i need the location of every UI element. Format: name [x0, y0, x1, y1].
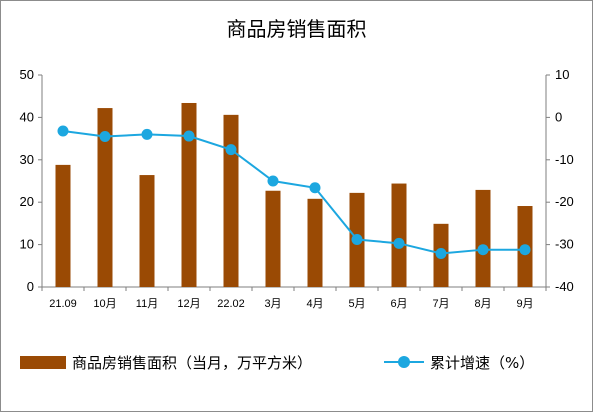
y-right-tick-label: -20 — [555, 194, 574, 209]
y-right-tick-label: -40 — [555, 279, 574, 294]
y-left-tick-label: 0 — [27, 279, 34, 294]
bar — [55, 164, 71, 287]
bar — [97, 108, 113, 288]
y-right-tick-label: -30 — [555, 237, 574, 252]
bar — [139, 175, 155, 287]
legend-bar-swatch — [20, 355, 66, 369]
legend-item-bars: 商品房销售面积（当月，万平方米） — [20, 349, 312, 375]
legend: 商品房销售面积（当月，万平方米） 累计增速（%） — [1, 349, 592, 375]
x-tick-label: 22.02 — [217, 298, 245, 310]
growth-point — [309, 182, 321, 194]
x-tick-label: 8月 — [474, 298, 491, 310]
y-right-tick-label: 10 — [555, 67, 569, 82]
y-left-tick-label: 30 — [20, 152, 34, 167]
x-tick-label: 11月 — [136, 298, 158, 310]
x-tick-label: 7月 — [432, 298, 449, 310]
growth-point — [57, 125, 69, 137]
x-tick-label: 12月 — [177, 298, 200, 310]
growth-point — [225, 144, 237, 156]
legend-line-label: 累计增速（%） — [430, 353, 535, 372]
x-tick-label: 6月 — [390, 298, 407, 310]
y-left-tick-label: 40 — [20, 109, 34, 124]
legend-bar-label: 商品房销售面积（当月，万平方米） — [72, 353, 313, 372]
growth-point — [519, 244, 531, 256]
bar — [475, 189, 491, 287]
growth-point — [183, 130, 195, 142]
y-left-tick-label: 10 — [20, 237, 34, 252]
x-tick-label: 10月 — [93, 298, 116, 310]
x-tick-label: 3月 — [264, 298, 281, 310]
bar — [391, 183, 407, 287]
bar — [181, 102, 197, 287]
x-tick-label: 21.09 — [49, 298, 77, 310]
growth-point — [141, 128, 153, 140]
bar — [307, 198, 323, 287]
legend-item-line: 累计增速（%） — [384, 349, 534, 375]
growth-point — [477, 244, 489, 256]
y-right-tick-label: -10 — [555, 152, 574, 167]
growth-point — [393, 237, 405, 249]
growth-line — [62, 129, 525, 255]
growth-point — [99, 130, 111, 142]
growth-point — [267, 175, 279, 187]
y-right-tick-label: 0 — [555, 109, 562, 124]
bar — [223, 114, 239, 287]
y-left-tick-label: 50 — [20, 67, 34, 82]
x-tick-label: 4月 — [306, 298, 323, 310]
x-tick-label: 5月 — [348, 298, 365, 310]
bar — [265, 190, 281, 287]
legend-line-swatch — [384, 355, 424, 369]
growth-point — [351, 234, 363, 246]
chart-title: 商品房销售面积 — [226, 17, 367, 41]
growth-point — [435, 248, 447, 260]
y-left-tick-label: 20 — [20, 194, 34, 209]
x-tick-label: 9月 — [516, 298, 533, 310]
